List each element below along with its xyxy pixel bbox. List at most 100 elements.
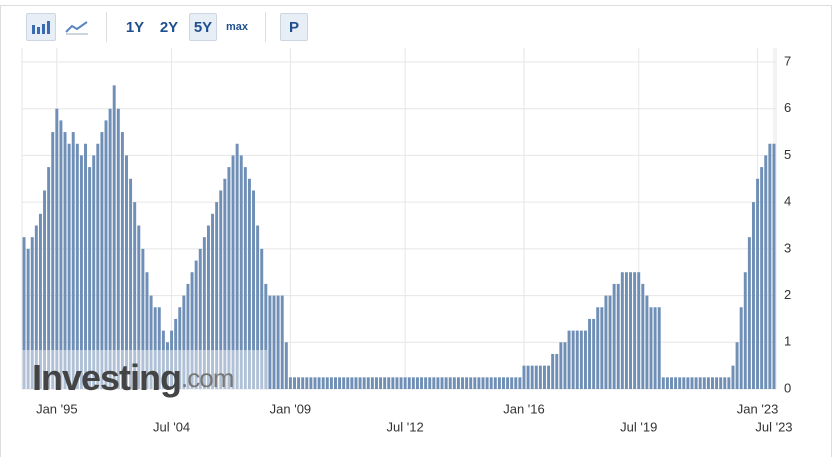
- bar: [424, 377, 428, 389]
- bar: [288, 377, 292, 389]
- bar: [481, 377, 485, 389]
- bar: [120, 132, 124, 390]
- bar: [293, 377, 296, 389]
- print-button[interactable]: P: [280, 13, 309, 41]
- bar: [153, 307, 157, 389]
- bar: [665, 377, 669, 389]
- bar: [59, 120, 63, 390]
- bar: [448, 377, 452, 389]
- bar: [616, 283, 620, 389]
- bar: [682, 377, 686, 389]
- bar: [760, 167, 764, 389]
- watermark-veil: [22, 350, 267, 389]
- bar: [71, 132, 75, 390]
- bar: [657, 307, 661, 389]
- bar: [325, 377, 329, 389]
- bar: [612, 283, 616, 389]
- x-tick-label: Jul '19: [620, 419, 657, 434]
- bar: [374, 377, 378, 389]
- watermark: Investing.com: [32, 357, 233, 398]
- bar: [260, 248, 264, 389]
- range-button[interactable]: max: [226, 21, 249, 33]
- bar: [280, 295, 284, 389]
- y-tick-label: 0: [784, 380, 791, 395]
- bar: [702, 377, 706, 389]
- line-chart-button[interactable]: [62, 13, 92, 41]
- bar: [727, 377, 731, 389]
- bar: [342, 377, 346, 389]
- bar: [297, 377, 301, 389]
- range-button[interactable]: 1Y: [125, 18, 145, 36]
- bar: [506, 377, 510, 389]
- bar: [186, 283, 190, 389]
- bar: [182, 295, 186, 389]
- bar: [407, 377, 411, 389]
- bar: [141, 248, 145, 389]
- bar: [161, 330, 165, 389]
- bar: [502, 377, 505, 389]
- bar: [379, 377, 383, 389]
- bar: [206, 225, 210, 389]
- y-tick-label: 3: [784, 240, 791, 255]
- x-tick-label: Jan '23: [737, 401, 779, 416]
- bar: [243, 167, 247, 389]
- bar: [309, 377, 313, 389]
- bar: [47, 167, 51, 389]
- bar: [190, 272, 194, 389]
- bar: [711, 377, 714, 389]
- bar: [670, 377, 673, 389]
- bar: [79, 155, 83, 389]
- bar: [301, 377, 305, 389]
- bar-chart-button[interactable]: [26, 13, 56, 41]
- bar: [137, 225, 141, 389]
- bar: [731, 365, 735, 389]
- bar: [366, 377, 370, 389]
- range-button[interactable]: 2Y: [159, 18, 179, 36]
- x-tick-label: Jul '04: [153, 419, 190, 434]
- bar: [149, 295, 153, 389]
- bar: [567, 330, 571, 389]
- bar: [202, 237, 206, 389]
- bar: [551, 353, 555, 389]
- bar: [321, 377, 325, 389]
- bar: [43, 190, 47, 389]
- bar: [350, 377, 354, 389]
- bar: [55, 108, 59, 389]
- bar-icon: [32, 21, 50, 34]
- bar: [194, 260, 198, 389]
- bar: [690, 377, 694, 389]
- bar: [575, 330, 579, 389]
- bar: [411, 377, 415, 389]
- bar: [268, 295, 272, 389]
- bar: [428, 377, 432, 389]
- bar: [145, 272, 149, 389]
- bar: [555, 353, 559, 389]
- bar: [116, 108, 120, 389]
- bar: [305, 377, 309, 389]
- bar: [235, 143, 239, 389]
- bar: [604, 295, 608, 389]
- bar: [399, 377, 403, 389]
- bar: [747, 237, 751, 389]
- bar: [403, 377, 407, 389]
- y-tick-label: 6: [784, 100, 791, 115]
- bar: [522, 365, 526, 389]
- bar: [653, 307, 657, 389]
- bar: [637, 272, 641, 389]
- range-button[interactable]: 5Y: [189, 13, 217, 41]
- bar: [510, 377, 514, 389]
- bar: [633, 272, 637, 389]
- bar: [485, 377, 489, 389]
- bar: [735, 342, 739, 389]
- bar: [51, 132, 55, 390]
- bar: [63, 132, 67, 390]
- bar: [22, 237, 26, 389]
- bar: [596, 307, 600, 389]
- bar: [624, 272, 628, 389]
- bar: [620, 272, 624, 389]
- bar: [563, 342, 567, 389]
- bar: [477, 377, 481, 389]
- bar: [641, 283, 645, 389]
- line-icon: [65, 21, 88, 35]
